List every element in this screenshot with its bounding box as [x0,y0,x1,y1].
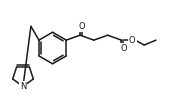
Text: N: N [20,82,26,91]
Text: O: O [79,22,85,31]
Text: O: O [129,36,136,45]
Text: O: O [120,44,127,54]
